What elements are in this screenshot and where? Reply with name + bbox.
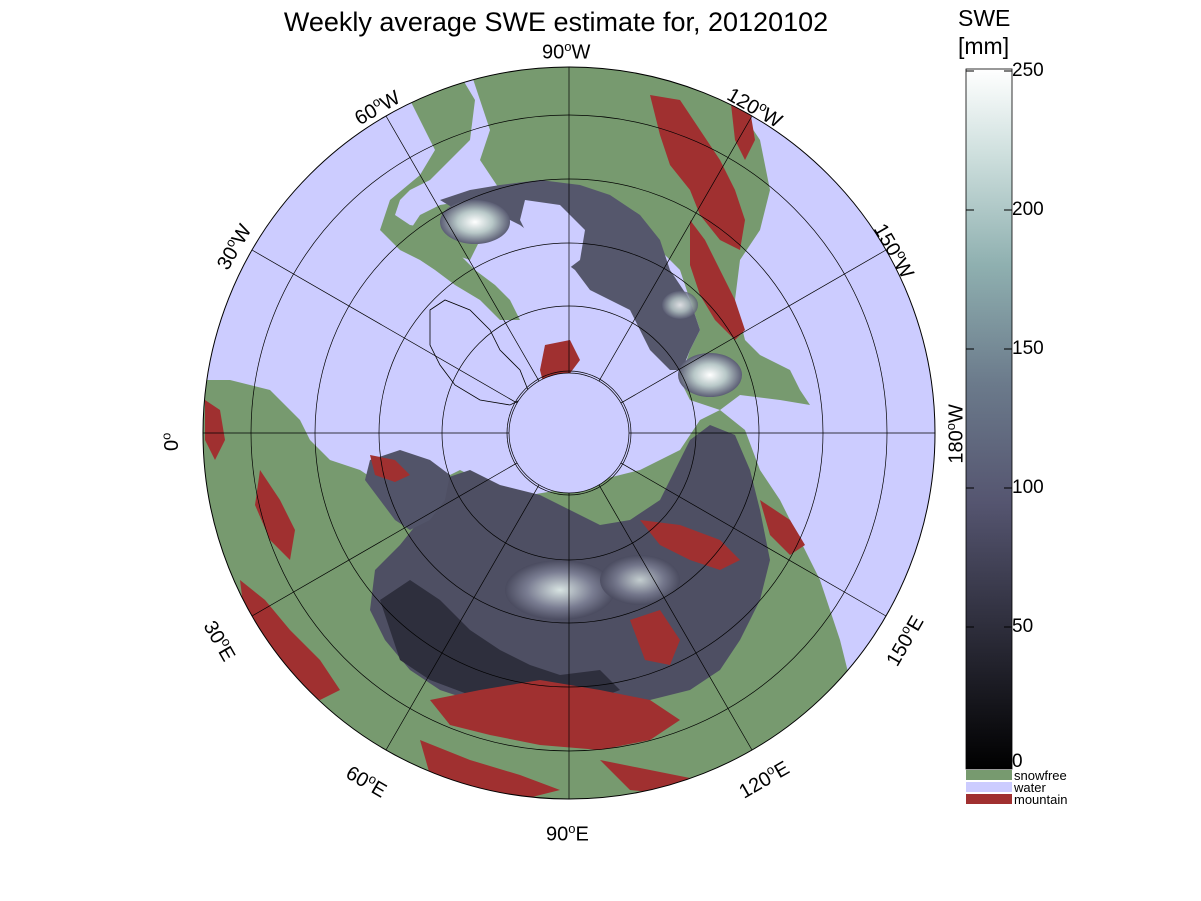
colorbar-tick-100: 100 [1012,477,1044,498]
legend-swatch-snowfree [966,770,1012,780]
colorbar-tick-0: 0 [1012,751,1023,772]
colorbar-ticks [966,70,1012,628]
map-title: Weekly average SWE estimate for, 2012010… [283,7,829,37]
arctic-channels [520,285,620,335]
mountain-regions [205,95,805,799]
land-layer [203,67,850,799]
colorbar-title: SWE [mm] [958,4,1010,60]
legend-swatch-mountain [966,794,1012,804]
central-siberia-high-swe [600,555,680,605]
legend-label-mountain: mountain [1014,792,1068,807]
colorbar-gradient [965,68,1013,770]
greenland-land [380,75,520,320]
lon-label-0: 0o [158,432,184,452]
alaska-high-swe [678,353,742,397]
colorbar-tick-250: 250 [1012,60,1044,81]
colorbar-tick-150: 150 [1012,338,1044,359]
legend-swatch-water [966,782,1012,792]
lon-label-90e: 90oE [546,821,589,846]
colorbar-tick-50: 50 [1012,616,1034,637]
pole-hole [508,372,630,494]
siberia-high-swe [505,560,615,620]
colorbar-title-line2: [mm] [958,33,1010,59]
rockies-high-swe [662,291,698,319]
legend-label-snowfree: snowfree [1014,768,1067,783]
map-boundary [202,66,936,800]
eurasia-snow-dark [380,580,620,705]
colorbar-title-line1: SWE [958,5,1011,31]
legend-label-water: water [1014,780,1046,795]
lon-label-90w: 90oW [542,39,591,64]
quebec-high-swe [440,200,510,244]
lon-label-180w: 180oW [942,404,968,464]
north-america-snow-cover [440,180,740,395]
colorbar-tick-200: 200 [1012,199,1044,220]
